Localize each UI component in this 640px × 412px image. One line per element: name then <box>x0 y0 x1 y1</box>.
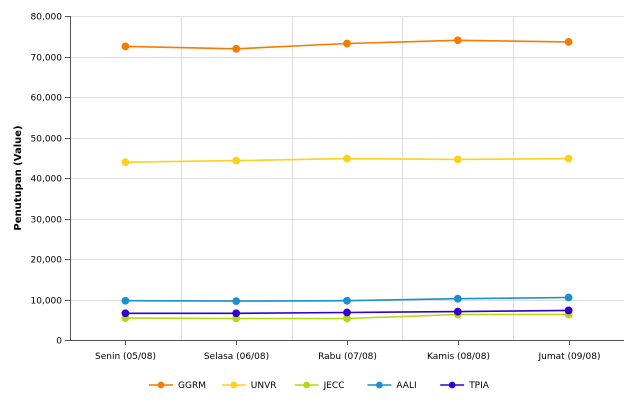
data-point-aali[interactable] <box>232 297 241 306</box>
legend-item-jecc[interactable]: JECC <box>294 381 345 391</box>
data-point-aali[interactable] <box>564 293 573 302</box>
legend[interactable]: GGRM UNVR JECC AALI TPIA <box>149 381 490 391</box>
x-tick-label: Senin (05/08) <box>95 352 156 362</box>
data-point-ggrm[interactable] <box>343 39 351 48</box>
data-point-unvr[interactable] <box>343 154 351 163</box>
legend-label-unvr: UNVR <box>251 381 277 391</box>
y-tick-label: 80,000 <box>31 13 63 23</box>
legend-marker-aali <box>376 381 383 389</box>
legend-label-ggrm: GGRM <box>178 381 206 391</box>
y-tick-label: 20,000 <box>31 256 63 266</box>
legend-item-unvr[interactable]: UNVR <box>221 381 277 391</box>
data-point-unvr[interactable] <box>121 158 130 167</box>
data-point-aali[interactable] <box>343 296 351 305</box>
series-tpia <box>121 306 573 318</box>
data-point-unvr[interactable] <box>564 154 573 163</box>
legend-item-aali[interactable]: AALI <box>367 381 417 391</box>
data-point-unvr[interactable] <box>232 156 241 165</box>
legend-item-ggrm[interactable]: GGRM <box>149 381 206 391</box>
series-aali <box>121 293 573 306</box>
y-tick-label: 30,000 <box>31 216 63 226</box>
legend-marker-unvr <box>230 381 238 389</box>
y-tick-label: 10,000 <box>31 297 63 307</box>
legend-marker-jecc <box>303 381 310 389</box>
data-point-ggrm[interactable] <box>564 38 573 46</box>
series-unvr <box>121 154 573 167</box>
legend-label-jecc: JECC <box>323 381 345 391</box>
data-point-unvr[interactable] <box>453 155 462 164</box>
data-point-tpia[interactable] <box>343 308 351 317</box>
data-point-tpia[interactable] <box>232 309 241 318</box>
data-point-aali[interactable] <box>453 294 462 303</box>
y-tick-label: 0 <box>56 337 62 347</box>
y-tick-label: 70,000 <box>31 54 63 64</box>
y-tick-label: 50,000 <box>31 135 63 145</box>
legend-item-tpia[interactable]: TPIA <box>440 381 490 391</box>
data-point-aali[interactable] <box>121 296 130 305</box>
series-ggrm <box>121 36 573 53</box>
data-point-tpia[interactable] <box>564 306 573 315</box>
data-point-tpia[interactable] <box>453 307 462 316</box>
legend-marker-tpia <box>448 381 456 389</box>
data-point-ggrm[interactable] <box>232 44 241 53</box>
data-point-ggrm[interactable] <box>121 42 130 51</box>
legend-label-aali: AALI <box>396 381 416 391</box>
grid-layer <box>70 16 624 341</box>
data-point-tpia[interactable] <box>121 309 130 318</box>
x-tick-label: Jumat (09/08) <box>538 352 601 362</box>
y-axis-title: Penutupan (Value) <box>13 125 24 230</box>
y-tick-label: 40,000 <box>31 175 63 185</box>
y-tick-label: 60,000 <box>31 94 63 104</box>
x-tick-label: Rabu (07/08) <box>318 352 377 362</box>
x-tick-label: Selasa (06/08) <box>204 352 269 362</box>
legend-marker-ggrm <box>157 381 165 389</box>
data-point-ggrm[interactable] <box>453 36 462 45</box>
series-layer <box>121 36 573 323</box>
axis-layer: 0 10,000 20,000 30,000 40,000 50,000 60,000 70,… <box>31 13 624 362</box>
legend-label-tpia: TPIA <box>468 381 490 391</box>
x-tick-label: Kamis (08/08) <box>427 352 490 362</box>
